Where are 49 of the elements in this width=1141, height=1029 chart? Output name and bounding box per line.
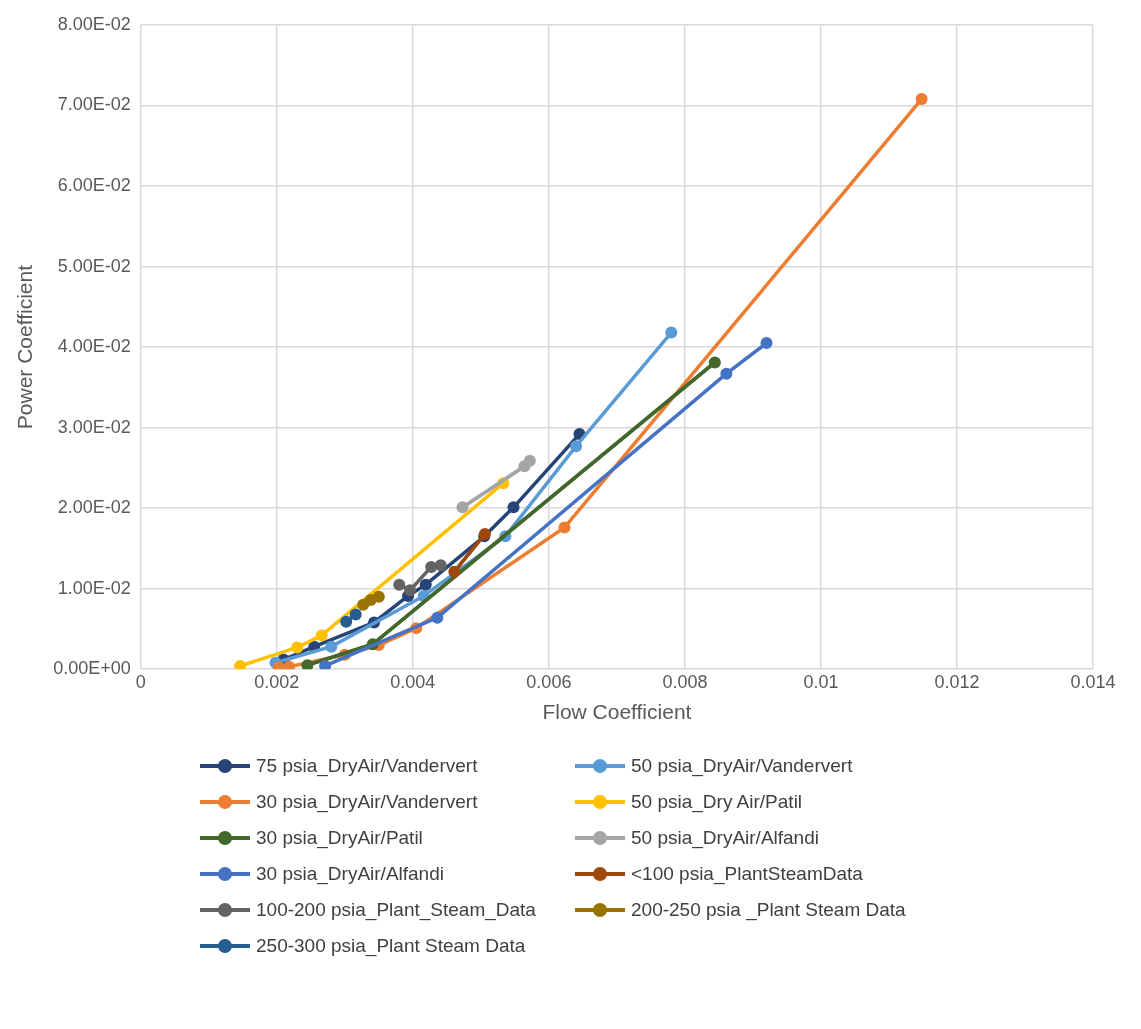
point <box>570 440 583 453</box>
x-tick-label: 0.014 <box>1070 671 1116 692</box>
point <box>319 659 332 670</box>
y-tick-label: 6.00E-02 <box>57 175 131 196</box>
point <box>434 559 447 572</box>
point <box>291 641 304 654</box>
legend-label: 100-200 psia_Plant_Steam_Data <box>256 899 536 921</box>
legend-label: 50 psia_DryAir/Alfandi <box>631 827 819 849</box>
y-tick-label: 8.00E-02 <box>57 13 131 34</box>
point <box>915 93 928 106</box>
point <box>234 659 247 670</box>
point <box>404 584 417 597</box>
x-tick-label: 0.008 <box>662 671 708 692</box>
point <box>325 640 338 653</box>
point <box>431 611 444 624</box>
legend-label: 50 psia_DryAir/Vandervert <box>631 755 853 777</box>
point <box>665 326 678 339</box>
y-axis-title: Power Coefficient <box>13 264 37 430</box>
point <box>393 578 406 591</box>
y-tick-label: 3.00E-02 <box>57 416 131 437</box>
legend-label: 200-250 psia _Plant Steam Data <box>631 899 906 921</box>
legend-label: 75 psia_DryAir/Vandervert <box>256 755 478 777</box>
x-tick-label: 0.006 <box>526 671 572 692</box>
legend-label: 30 psia_DryAir/Patil <box>256 827 423 849</box>
y-tick-label: 0.00E+00 <box>53 658 131 679</box>
point <box>760 337 773 350</box>
y-tick-label: 1.00E-02 <box>57 577 131 598</box>
legend-label: 250-300 psia_Plant Steam Data <box>256 935 526 957</box>
point <box>283 660 296 670</box>
legend-label: 30 psia_DryAir/Vandervert <box>256 791 478 813</box>
x-tick-label: 0.004 <box>390 671 436 692</box>
legend-label: 50 psia_Dry Air/Patil <box>631 791 803 813</box>
legend-label: <100 psia_PlantSteamData <box>631 863 863 885</box>
x-tick-label: 0 <box>135 671 146 692</box>
point <box>425 560 438 573</box>
y-tick-label: 7.00E-02 <box>57 94 131 115</box>
point <box>507 501 520 514</box>
x-axis-title: Flow Coefficient <box>542 700 692 724</box>
x-tick-label: 0.01 <box>803 671 839 692</box>
y-tick-label: 4.00E-02 <box>57 336 131 357</box>
point <box>315 629 328 642</box>
point <box>419 578 432 591</box>
x-tick-label: 0.002 <box>254 671 300 692</box>
point <box>720 367 733 380</box>
x-tick-label: 0.012 <box>934 671 980 692</box>
y-tick-label: 2.00E-02 <box>57 497 131 518</box>
y-tick-label: 5.00E-02 <box>57 255 131 276</box>
point <box>558 521 571 534</box>
legend-label: 30 psia_DryAir/Alfandi <box>256 863 444 885</box>
